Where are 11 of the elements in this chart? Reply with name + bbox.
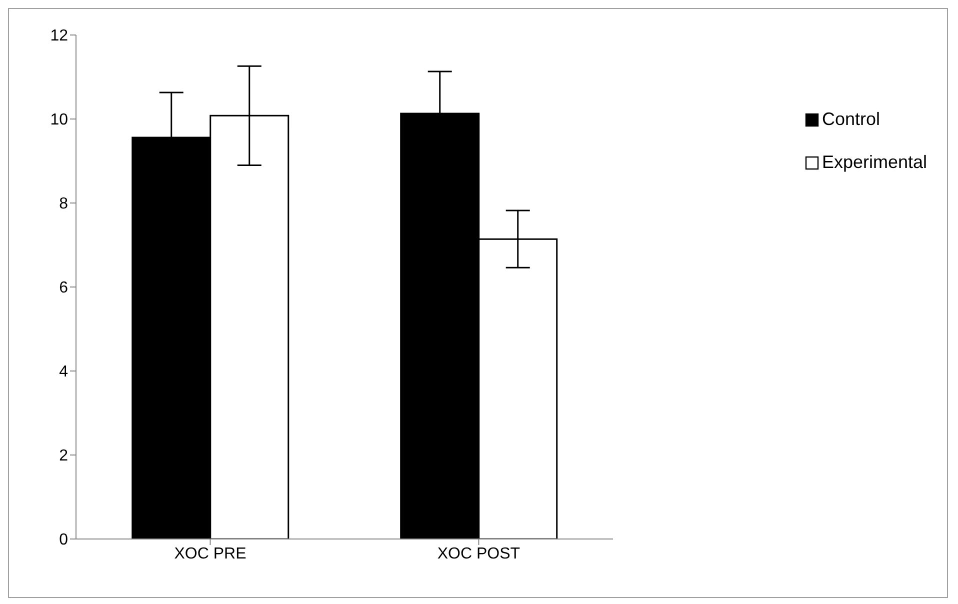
y-tick-label: 10 xyxy=(50,112,68,129)
x-tick-label: XOC POST xyxy=(437,545,520,562)
legend-label: Experimental xyxy=(822,152,927,173)
y-tick-label: 8 xyxy=(59,196,68,213)
legend-label: Control xyxy=(822,109,880,130)
y-tick-label: 4 xyxy=(59,364,68,381)
x-tick-label: XOC PRE xyxy=(174,545,246,562)
y-tick-label: 0 xyxy=(59,532,68,549)
y-tick-label: 12 xyxy=(50,28,68,45)
y-tick-label: 2 xyxy=(59,448,68,465)
y-tick-label: 6 xyxy=(59,280,68,297)
